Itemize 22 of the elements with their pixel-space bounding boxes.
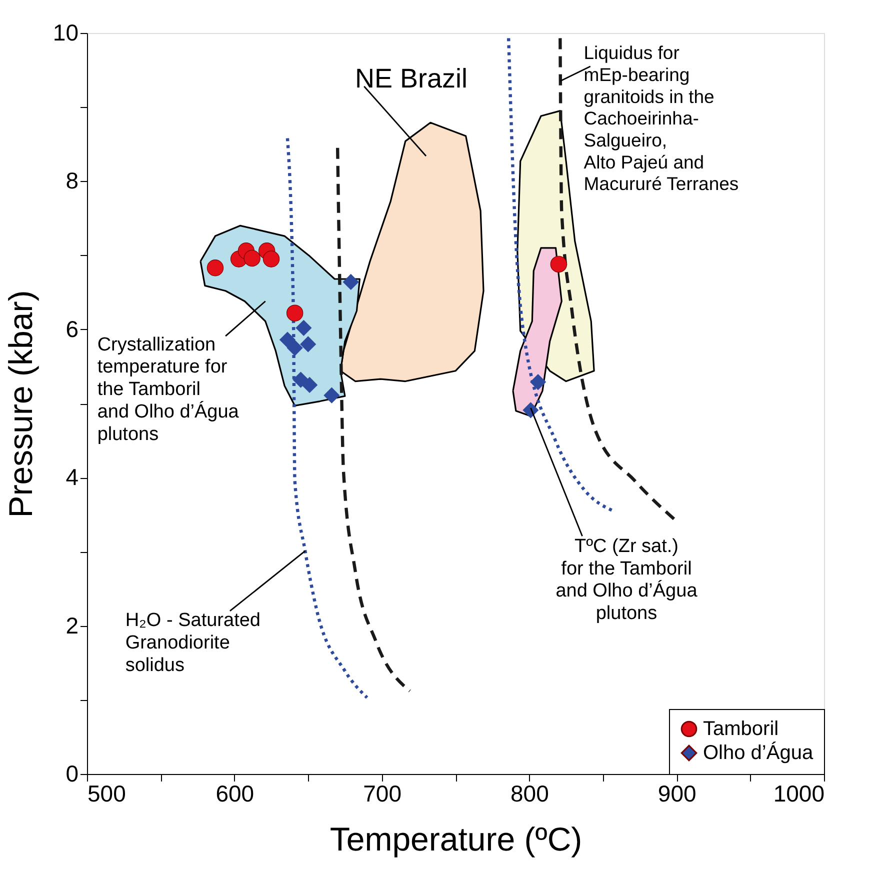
x-tick-label: 900 (658, 780, 696, 806)
annotation: TºC (Zr sat.) for the Tamboril and Olho d’Água plutons (556, 536, 698, 624)
x-tick-label: 1000 (773, 780, 824, 806)
y-tick-label: 0 (66, 760, 78, 786)
y-tick-label: 4 (66, 464, 79, 490)
x-tick-label: 600 (216, 780, 254, 806)
y-tick-label: 6 (66, 316, 78, 342)
legend-label: Tamboril (703, 718, 779, 740)
x-tick-label: 500 (88, 780, 126, 806)
x-tick-label: 700 (363, 780, 402, 806)
x-tick-label: 800 (510, 780, 549, 806)
x-axis-title: Temperature (ºC) (330, 820, 582, 858)
line-series (336, 146, 412, 693)
y-tick-label: 8 (66, 168, 78, 194)
annotation: H₂O - Saturated Granodiorite solidus (125, 610, 260, 676)
legend-label: Olho d’Água (703, 741, 814, 764)
y-tick-label: 10 (52, 20, 78, 46)
y-tick-label: 2 (66, 612, 78, 638)
annotation: NE Brazil (355, 63, 468, 94)
annotation: Crystallization temperature for the Tamboril and Olho d’Água plutons (97, 334, 240, 446)
annotation: Liquidus for mEp-bearing granitoids in the Cachoeirinha- Salgueiro, Alto Pajeú and Macururé Terranes (584, 42, 739, 194)
y-axis-title: Pressure (kbar) (2, 290, 39, 518)
